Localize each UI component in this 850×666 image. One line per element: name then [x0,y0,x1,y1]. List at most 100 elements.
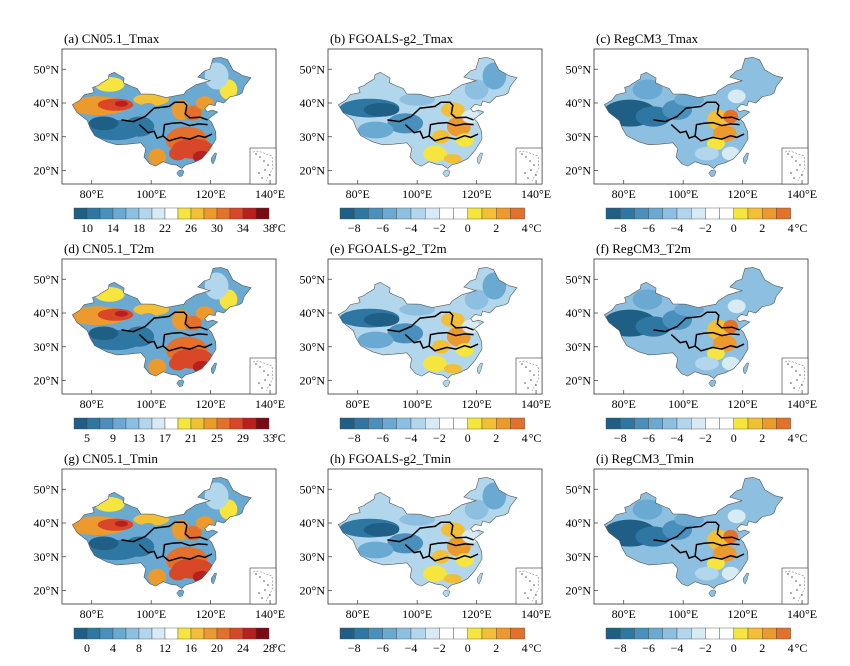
china-outline [603,267,784,379]
colorbar-tick-label: 2 [493,641,499,655]
lat-label: 30°N [300,550,326,564]
island-dot [799,374,801,376]
field-contour [387,533,424,554]
lon-label: 120°E [728,187,758,201]
south-china-sea-inset [781,147,809,185]
inset-boundary [252,150,274,182]
colorbar-swatch [242,417,257,430]
field-contour [387,113,424,134]
lon-label: 140°E [787,397,817,411]
colorbar-swatch [425,417,440,430]
field-contour [742,489,767,517]
panel-title-text: RegCM3_Tmax [614,31,699,46]
colorbar: −8 −6 −4 −2 0 2 4 °C [605,627,808,655]
region-boundary [694,541,740,557]
island-dot [258,382,260,384]
field-contour [707,556,725,571]
colorbar-swatch [605,627,621,640]
colorbar-tick-label: 5 [84,431,90,445]
colorbar-unit: °C [795,431,808,445]
colorbar-unit: °C [795,641,808,655]
colorbar-swatch [229,627,244,640]
island-dot [525,366,527,368]
lat-label: 20°N [300,164,326,178]
island-dot [259,366,261,368]
colorbar-tick-label: 0 [731,431,737,445]
colorbar-swatch [229,417,244,430]
field-contour [727,509,746,524]
colorbar-swatch [747,417,763,430]
colorbar-swatch [481,417,497,430]
inset-boundary [784,150,806,182]
lat-label: 30°N [300,340,326,354]
colorbar-swatch [151,417,166,430]
taiwan-outline [210,362,217,375]
colorbar-tick-label: 4 [788,431,794,445]
colorbar-swatch [382,417,398,430]
colorbar-tick-label: 13 [133,431,145,445]
region-boundary [653,521,740,543]
colorbar-swatch [634,627,649,640]
lon-label: 140°E [255,607,285,621]
colorbar-swatch [190,417,205,430]
region-boundary [404,544,479,562]
island-dot [799,164,801,166]
colorbar-swatch [112,417,127,430]
colorbar-swatch [719,207,734,220]
colorbar: −8 −6 −4 −2 0 2 4 °C [339,417,541,445]
island-dot [790,382,792,384]
island-dot [790,172,792,174]
panel-f: (f) RegCM3_T2m 50°N 40°N 30°N 20°N 80°E 100°E 1… [566,241,818,445]
colorbar-swatch [216,417,231,430]
colorbar-tick-label: 16 [185,641,197,655]
colorbar-swatch [203,627,218,640]
island-dot [264,379,266,381]
panel-label: (f) [596,241,612,256]
lat-label: 40°N [300,516,326,530]
panel-e: (e) FGOALS-g2_T2m 50°N 40°N 30°N 20°N 80°E 100… [300,241,552,445]
island-dot [525,156,527,158]
lon-label: 120°E [462,607,492,621]
inset-boundary [518,570,540,602]
colorbar-swatch [410,207,426,220]
colorbar-tick-label: 14 [107,221,119,235]
colorbar-swatch [138,627,153,640]
colorbar-swatch [354,417,369,430]
colorbar-swatch [481,627,497,640]
island-dot [264,589,266,591]
colorbar-tick-label: −4 [405,431,418,445]
panel-h: (h) FGOALS-g2_Tmin 50°N 40°N 30°N 20°N 80°E 10… [300,451,552,655]
colorbar-swatch [203,417,218,430]
colorbar-unit: °C [529,641,542,655]
lat-label: 30°N [300,130,326,144]
colorbar-swatch [151,627,166,640]
colorbar-tick-label: −6 [376,641,389,655]
lat-label: 20°N [34,584,60,598]
island-dot [793,597,795,599]
lat-label: 50°N [566,62,592,76]
field-contour [204,272,229,300]
colorbar-swatch [229,207,244,220]
colorbar-tick-label: −4 [671,431,684,445]
colorbar-swatch [676,207,692,220]
lon-label: 100°E [668,397,698,411]
lat-label: 40°N [34,96,60,110]
colorbar-swatch [86,417,101,430]
colorbar-tick-label: 20 [211,641,223,655]
lat-label: 40°N [34,516,60,530]
colorbar-tick-label: −2 [433,641,446,655]
taiwan-outline [210,572,217,585]
region-boundary [387,521,474,543]
china-outline [337,57,518,169]
field-contour [357,331,394,349]
inset-boundary [518,150,540,182]
colorbar-swatch [164,417,179,430]
panel-c: (c) RegCM3_Tmax 50°N 40°N 30°N 20°N 80°E 100°E… [566,31,818,235]
colorbar-unit: °C [273,221,286,235]
lon-label: 140°E [521,187,551,201]
island-dot [521,573,523,575]
lat-label: 40°N [300,306,326,320]
china-outline [71,267,252,379]
lon-label: 100°E [136,397,166,411]
colorbar-swatch [453,627,469,640]
